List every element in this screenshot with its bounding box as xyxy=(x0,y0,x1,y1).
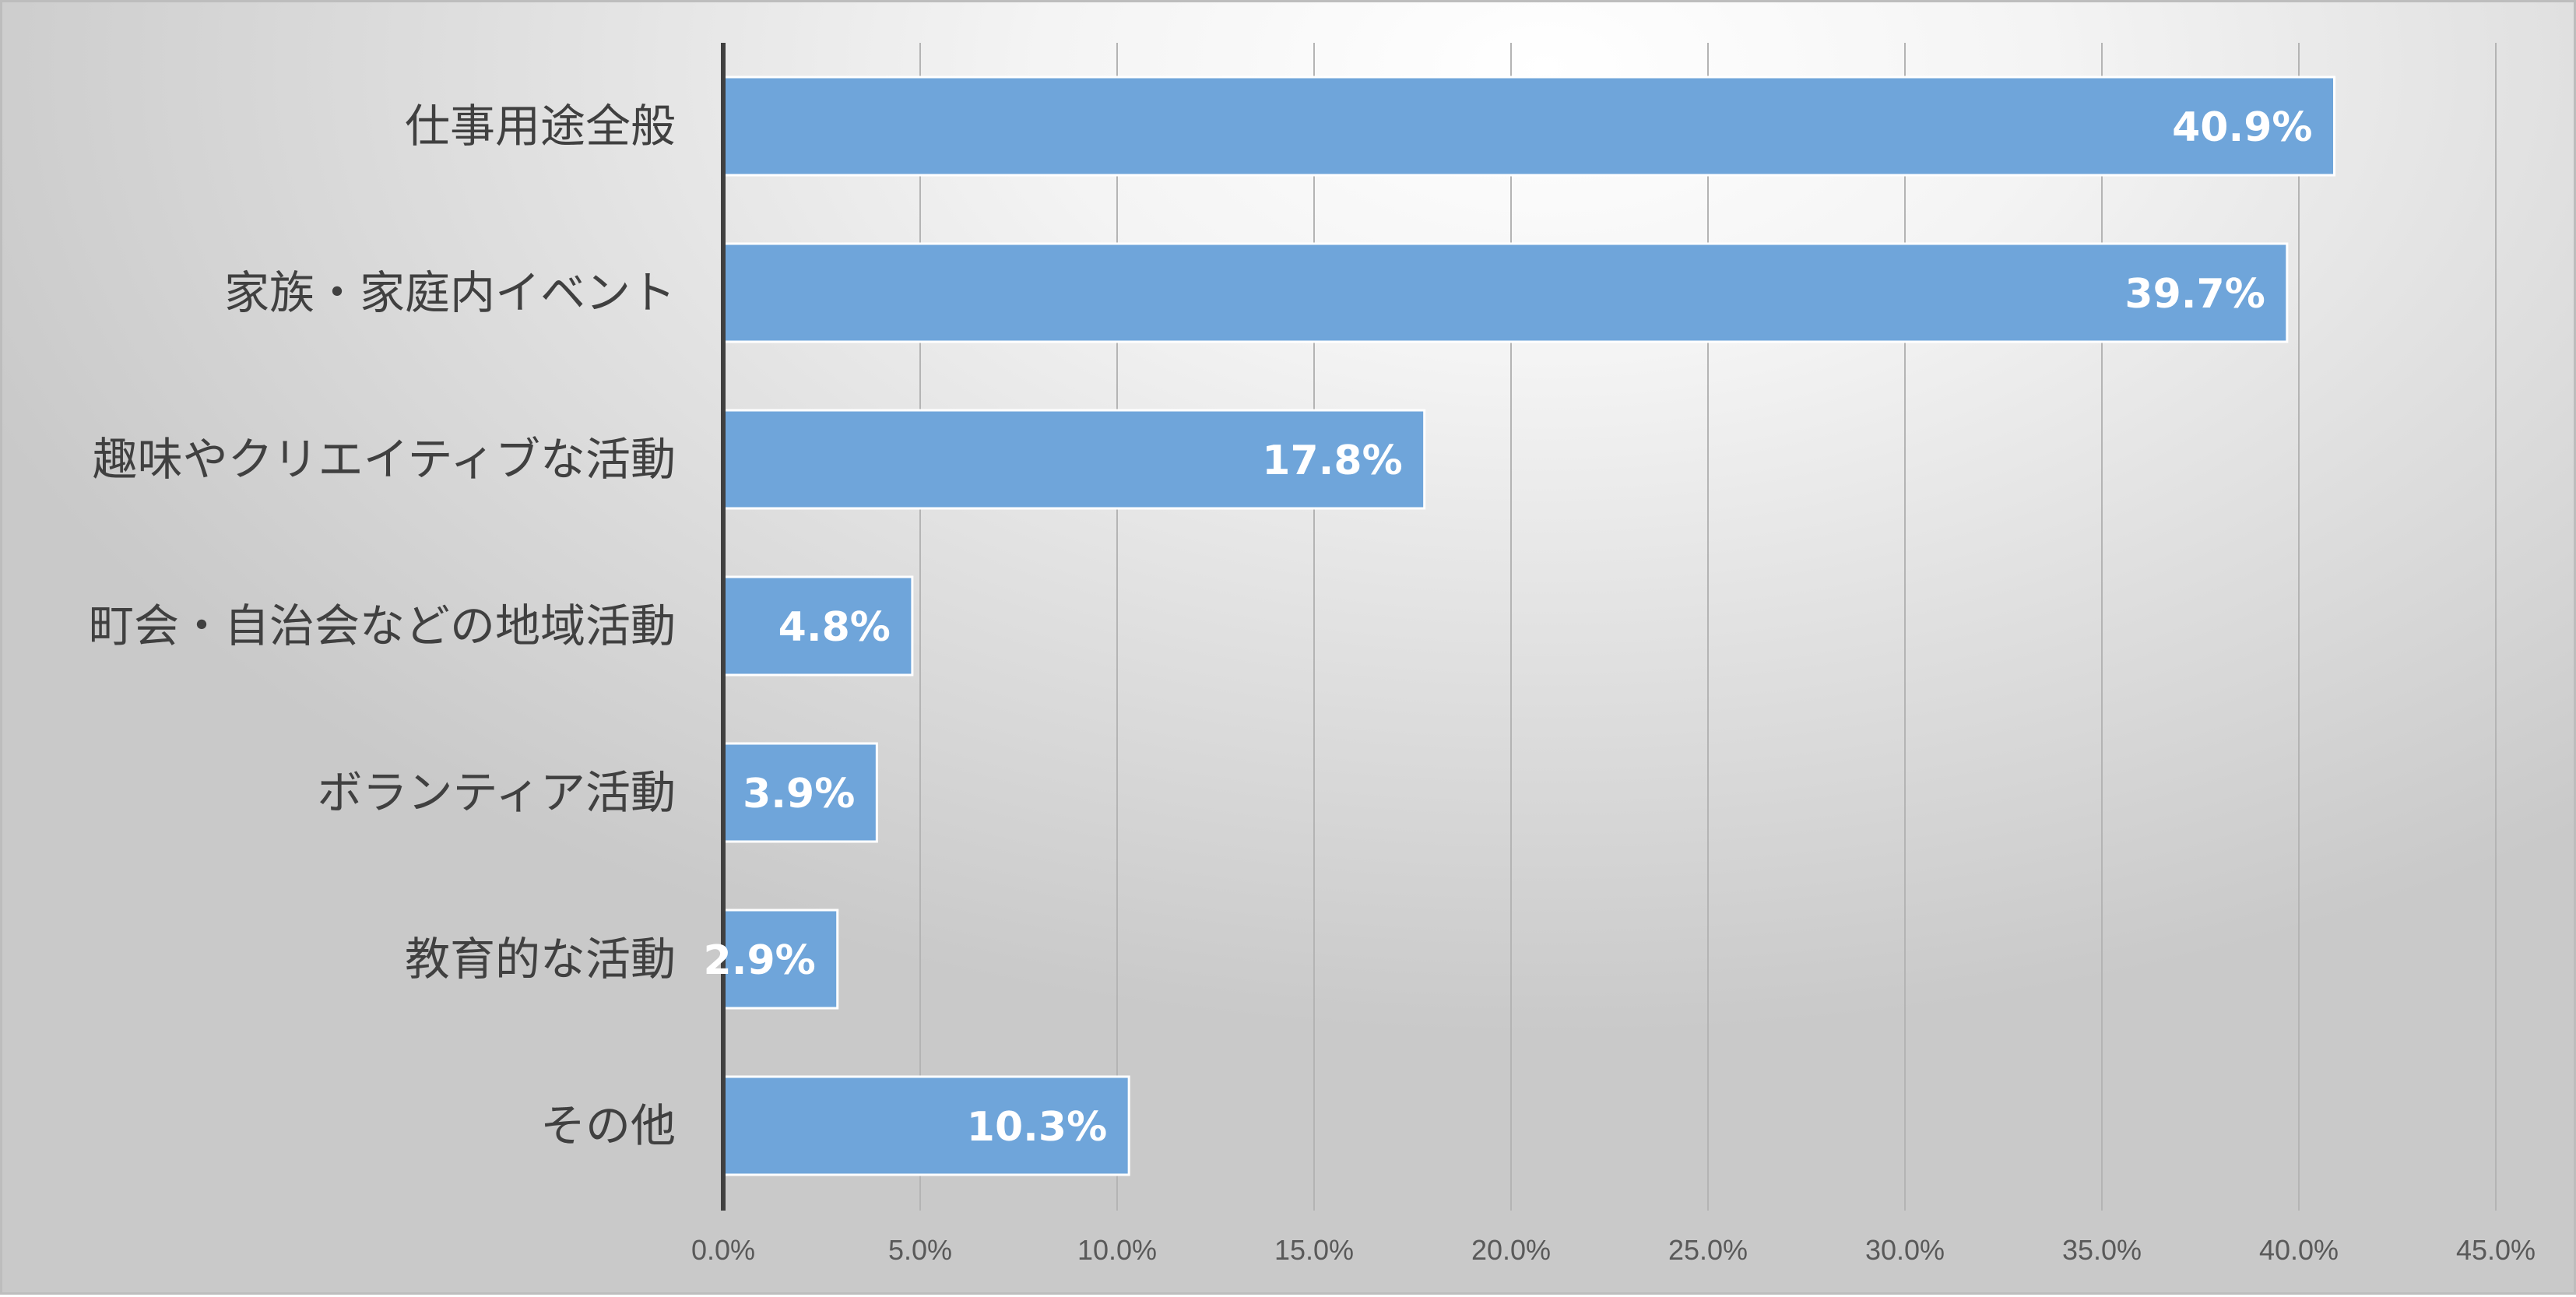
bar xyxy=(722,409,1426,510)
x-tick-label: 10.0% xyxy=(1077,1234,1157,1266)
category-label: 仕事用途全般 xyxy=(405,100,676,153)
category-label: 趣味やクリエイティブな活動 xyxy=(93,433,676,486)
data-label: 39.7% xyxy=(2124,271,2265,318)
data-label: 10.3% xyxy=(967,1104,1107,1151)
x-tick-label: 0.0% xyxy=(691,1234,755,1266)
x-tick-label: 35.0% xyxy=(2062,1234,2142,1266)
category-label: 教育的な活動 xyxy=(405,933,676,986)
bars xyxy=(722,76,2336,1176)
x-tick-label: 15.0% xyxy=(1274,1234,1354,1266)
category-label: その他 xyxy=(540,1099,676,1152)
bar xyxy=(722,742,878,843)
bar xyxy=(722,1075,1130,1176)
x-tick-label: 25.0% xyxy=(1668,1234,1748,1266)
x-tick-label: 20.0% xyxy=(1471,1234,1551,1266)
bar xyxy=(722,76,2336,177)
x-tick-label: 45.0% xyxy=(2456,1234,2536,1266)
category-label: 町会・自治会などの地域活動 xyxy=(89,599,676,652)
x-tick-label: 5.0% xyxy=(888,1234,952,1266)
labels: 0.0% 5.0% 10.0% 15.0% 20.0% 25.0% 30.0% 35.0% 40… xyxy=(89,100,2536,1266)
data-label: 17.8% xyxy=(1262,438,1402,484)
category-label: 家族・家庭内イベント xyxy=(224,266,676,319)
gridlines xyxy=(919,43,2497,1211)
x-tick-label: 30.0% xyxy=(1865,1234,1945,1266)
bar xyxy=(722,242,2289,343)
data-label: 3.9% xyxy=(743,771,855,817)
data-label: 40.9% xyxy=(2172,104,2312,151)
category-label: ボランティア活動 xyxy=(317,766,676,819)
bar xyxy=(722,909,839,1010)
data-label: 4.8% xyxy=(778,604,891,651)
x-tick-label: 40.0% xyxy=(2259,1234,2339,1266)
data-label: 2.9% xyxy=(704,937,816,984)
